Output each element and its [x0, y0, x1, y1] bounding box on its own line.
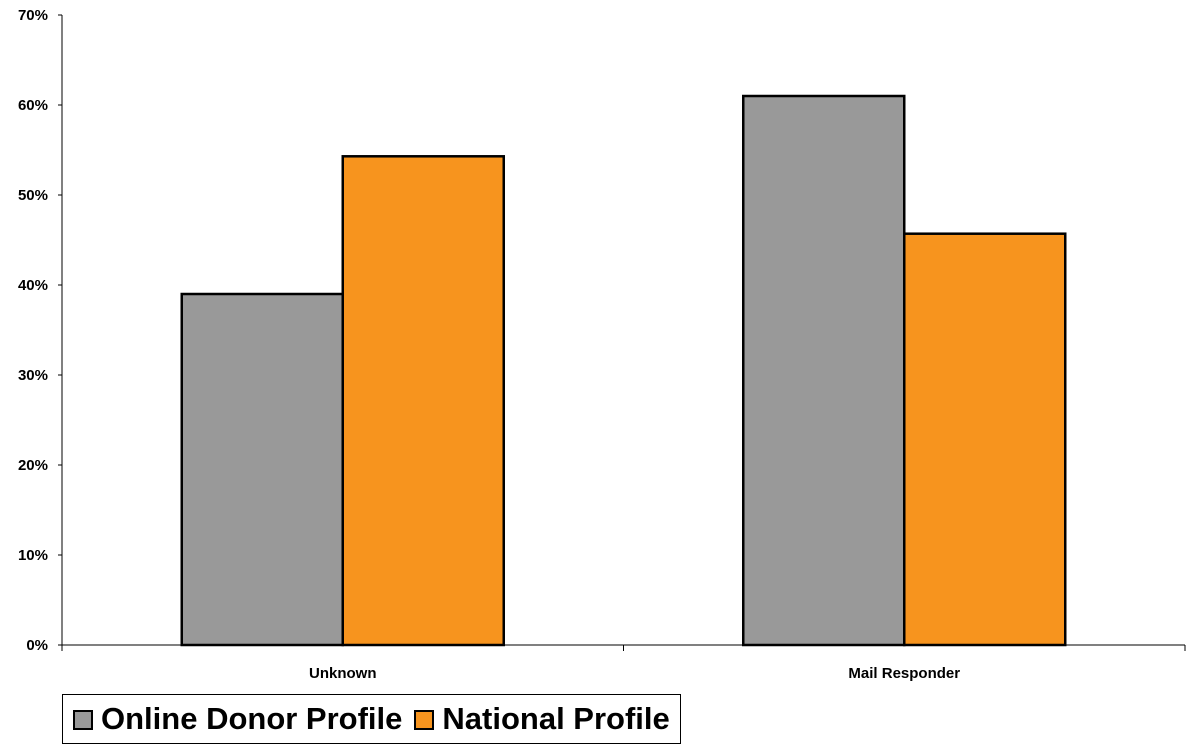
y-tick-label: 40%	[18, 277, 48, 294]
x-axis-category-labels: Unknown Mail Responder	[309, 665, 960, 682]
legend-item-national-profile: National Profile	[414, 701, 670, 737]
legend-swatch-national-profile	[414, 710, 435, 730]
y-tick-label: 10%	[18, 547, 48, 564]
bar-online-donor-profile-mail-responder	[742, 94, 906, 647]
axes-group	[58, 14, 1186, 651]
x-category-label: Mail Responder	[848, 665, 960, 682]
y-tick-label: 70%	[18, 7, 48, 24]
legend-label-online-donor-profile: Online Donor Profile	[101, 701, 403, 736]
y-tick-label: 60%	[18, 97, 48, 114]
y-tick-label: 30%	[18, 367, 48, 384]
bars-group	[180, 94, 1067, 647]
legend-label-national-profile: National Profile	[442, 701, 670, 736]
chart-legend: Online Donor Profile National Profile	[62, 694, 681, 744]
bar-online-donor-profile-unknown	[180, 292, 344, 647]
bar-national-profile-mail-responder	[903, 232, 1067, 647]
y-tick-label: 50%	[18, 187, 48, 204]
bar-national-profile-unknown	[341, 155, 505, 647]
legend-item-online-donor-profile: Online Donor Profile	[73, 701, 402, 737]
y-axis-tick-labels: 0% 10% 20% 30% 40% 50% 60% 70%	[18, 7, 48, 654]
legend-swatch-online-donor-profile	[73, 710, 93, 730]
x-category-label: Unknown	[309, 665, 377, 682]
y-tick-label: 0%	[26, 637, 48, 654]
y-tick-label: 20%	[18, 457, 48, 474]
bar-chart: 0% 10% 20% 30% 40% 50% 60% 70% Unknown Mail Resp…	[18, 7, 1186, 682]
